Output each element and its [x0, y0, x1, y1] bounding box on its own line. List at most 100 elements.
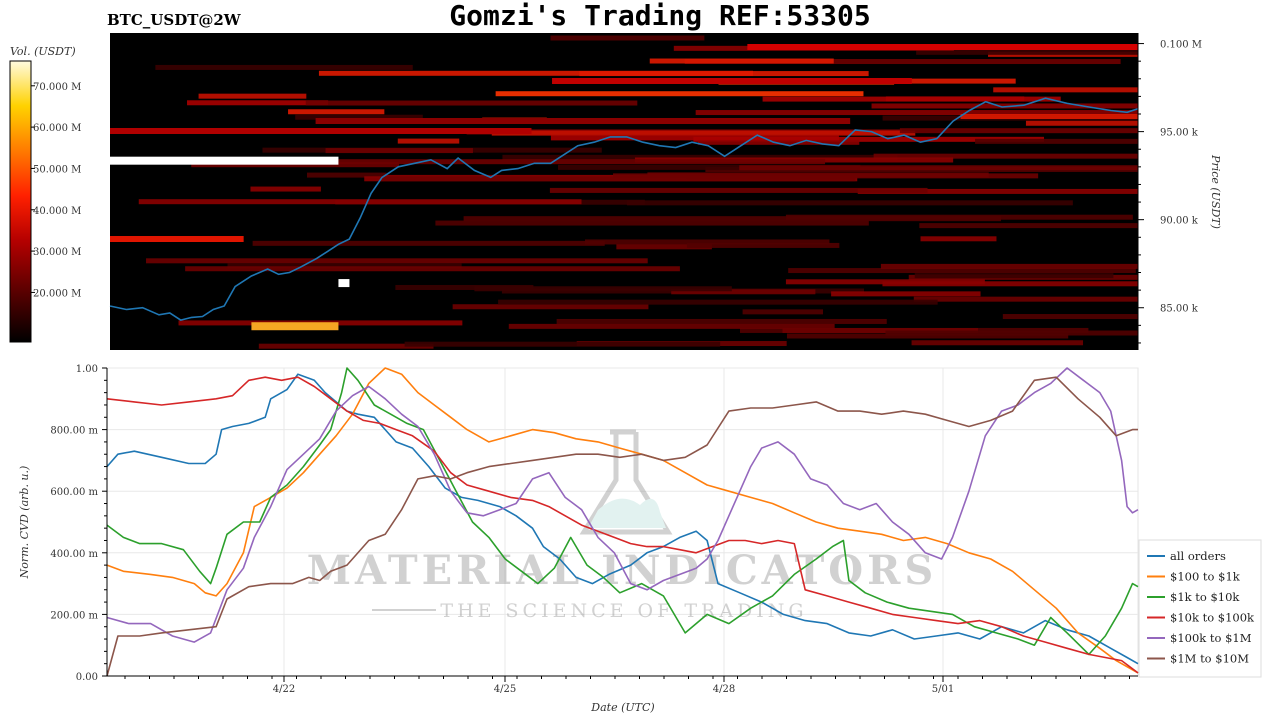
series-line-5: [106, 376, 1138, 677]
heatmap-band: [785, 279, 985, 285]
heatmap-band: [258, 343, 434, 349]
heatmap-band: [695, 110, 1138, 116]
heatmap-band: [762, 96, 1061, 102]
x-tick-label: 4/25: [494, 684, 516, 695]
legend-box: [1138, 539, 1262, 678]
legend-label: all orders: [1170, 549, 1226, 563]
heatmap-band: [684, 59, 1121, 65]
heatmap-band: [315, 118, 851, 124]
heatmap-band: [786, 333, 1069, 339]
heatmap-band: [187, 100, 329, 106]
heatmap-band: [435, 220, 869, 226]
heatmap-band: [585, 239, 830, 245]
cvd-x-axis: 4/22 4/25 4/28 5/01: [107, 675, 1138, 695]
flask-icon: [579, 429, 673, 535]
heatmap-band: [191, 162, 399, 168]
heatmap-band: [579, 71, 869, 77]
x-tick-label: 4/22: [273, 684, 295, 695]
flask-liquid-icon: [588, 498, 666, 528]
heatmap-band: [550, 135, 839, 141]
legend-label: $10k to $100k: [1170, 611, 1255, 625]
series-line-4: [106, 367, 1139, 643]
heatmap-band: [739, 165, 1138, 171]
watermark-title: MATERIAL INDICATORS: [307, 547, 938, 594]
heatmap-band: [873, 153, 1138, 159]
heatmap-band: [498, 299, 938, 305]
colorbar-ticks: 70.000 M 60.000 M 50.000 M 40.000 M 30.000 M…: [31, 82, 81, 299]
heatmap-band: [913, 296, 1138, 302]
heatmap-band: [325, 148, 473, 154]
heatmap-band: [693, 136, 1045, 142]
heatmap-band: [899, 128, 1138, 134]
colorbar-tick-label: 40.000 M: [33, 206, 81, 217]
cvd-plot-area: [106, 367, 1139, 677]
series-line-3: [106, 376, 1139, 674]
order-wall: [338, 279, 350, 288]
heatmap-band: [742, 309, 824, 315]
order-wall: [251, 322, 339, 331]
order-wall: [110, 156, 339, 165]
y-tick-label: 800.00 m: [50, 426, 98, 437]
heatmap-band: [686, 242, 840, 248]
price-axis: 0.100 M 95.00 k 90.00 k 85.00 k: [1137, 33, 1202, 350]
symbol-label: BTC_USDT@2W: [107, 11, 242, 29]
series-line-1: [106, 367, 1139, 674]
heatmap-band: [318, 70, 753, 76]
heatmap-band: [463, 216, 1001, 222]
heatmap-band: [288, 109, 385, 115]
heatmap-band: [885, 330, 1138, 336]
heatmap-band: [960, 114, 1138, 120]
heatmap-band: [613, 173, 1039, 179]
cvd-y-axis-label: Norm. CVD (arb. u.): [18, 466, 31, 580]
price-tick-label: 95.00 k: [1160, 128, 1199, 139]
colorbar-gradient: [9, 60, 32, 343]
colorbar-tick-label: 60.000 M: [33, 123, 81, 134]
heatmap-band: [885, 78, 1016, 84]
y-tick-label: 600.00 m: [50, 487, 98, 498]
heatmap-band: [697, 139, 860, 145]
heatmap-band: [880, 263, 1138, 269]
heatmap-band: [626, 200, 1073, 206]
colorbar: Vol. (USDT) 70.000 M 60.000 M 50.000 M 40.0…: [9, 45, 81, 343]
colorbar-tick-label: 30.000 M: [33, 247, 81, 258]
heatmap-band: [185, 266, 680, 272]
heatmap-band: [550, 35, 705, 41]
heatmap-band: [252, 240, 605, 246]
heatmap-band: [307, 172, 387, 178]
heatmap-band: [474, 286, 732, 292]
heatmap-band: [380, 176, 856, 182]
heatmap-band: [616, 244, 712, 250]
y-tick-label: 400.00 m: [50, 549, 98, 560]
x-tick-label: 5/01: [932, 684, 954, 695]
legend-label: $100 to $1k: [1170, 570, 1241, 584]
price-tick-label: 0.100 M: [1160, 40, 1202, 51]
heatmap-band: [782, 327, 979, 333]
colorbar-tick-label: 20.000 M: [33, 288, 81, 299]
cvd-y-axis: 0.00 200.00 m 400.00 m 600.00 m 800.00 m 1.00: [50, 364, 108, 683]
y-tick-label: 200.00 m: [50, 610, 98, 621]
colorbar-tick-label: 70.000 M: [33, 82, 81, 93]
heatmap-band: [857, 188, 1138, 194]
heatmap-band: [919, 223, 1138, 229]
heatmap-band: [397, 138, 460, 144]
heatmap-band: [198, 93, 307, 99]
heatmap-band: [146, 258, 648, 264]
watermark-subtitle: THE SCIENCE OF TRADING: [440, 600, 807, 622]
heatmap-band: [549, 187, 928, 193]
heatmap-band: [1025, 120, 1138, 126]
heatmap-band: [747, 44, 1138, 50]
heatmap-band: [250, 186, 321, 192]
heatmap-band: [138, 199, 582, 205]
heatmap-band: [882, 281, 1138, 287]
heatmap-band: [920, 236, 997, 242]
price-tick-label: 90.00 k: [1160, 216, 1199, 227]
heatmap-band: [338, 159, 826, 165]
heatmap-band: [404, 341, 721, 347]
heatmap-band: [788, 268, 1136, 274]
x-tick-label: 4/28: [713, 684, 735, 695]
heatmap-band: [671, 289, 816, 295]
series-line-0: [106, 373, 1139, 665]
heatmap-band: [110, 128, 532, 134]
legend-label: $1M to $10M: [1170, 652, 1249, 666]
price-tick-label: 85.00 k: [1160, 304, 1199, 315]
